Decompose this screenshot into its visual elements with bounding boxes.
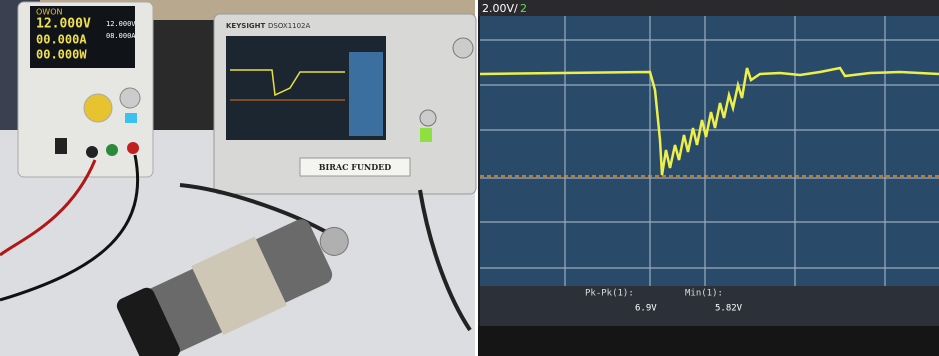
supply-reading: 12.000V [36,17,91,32]
volts-per-div: 2.00V/ [482,2,518,15]
bench-photo: OWON 12.000V 00.000A 00.000W 12.000V 08.… [0,0,476,356]
scope-model: DSOX1102A [268,22,311,30]
supply-setting: 08.000A [106,32,136,40]
supply-reading: 00.000W [36,48,87,62]
supply-setting: 12.000V [106,20,136,28]
scope-brand: KEYSIGHT [226,22,266,30]
scope-label: BIRAC FUNDED [319,162,392,172]
channel-number: 2 [520,2,527,15]
measurement-value: 6.9V [635,304,657,314]
scope-screen-photo: 2.00V/ 2 Pk-Pk(1): 6.9V Min(1): 5.82V [478,0,939,356]
measurement-value: 5.82V [715,304,743,314]
photo-collage: OWON 12.000V 00.000A 00.000W 12.000V 08.… [0,0,939,356]
page: OWON 12.000V 00.000A 00.000W 12.000V 08.… [0,0,939,356]
supply-reading: 00.000A [36,33,87,47]
supply-brand: OWON [36,8,63,17]
measurement-label: Min(1): [685,289,723,299]
measurement-label: Pk-Pk(1): [585,289,634,299]
